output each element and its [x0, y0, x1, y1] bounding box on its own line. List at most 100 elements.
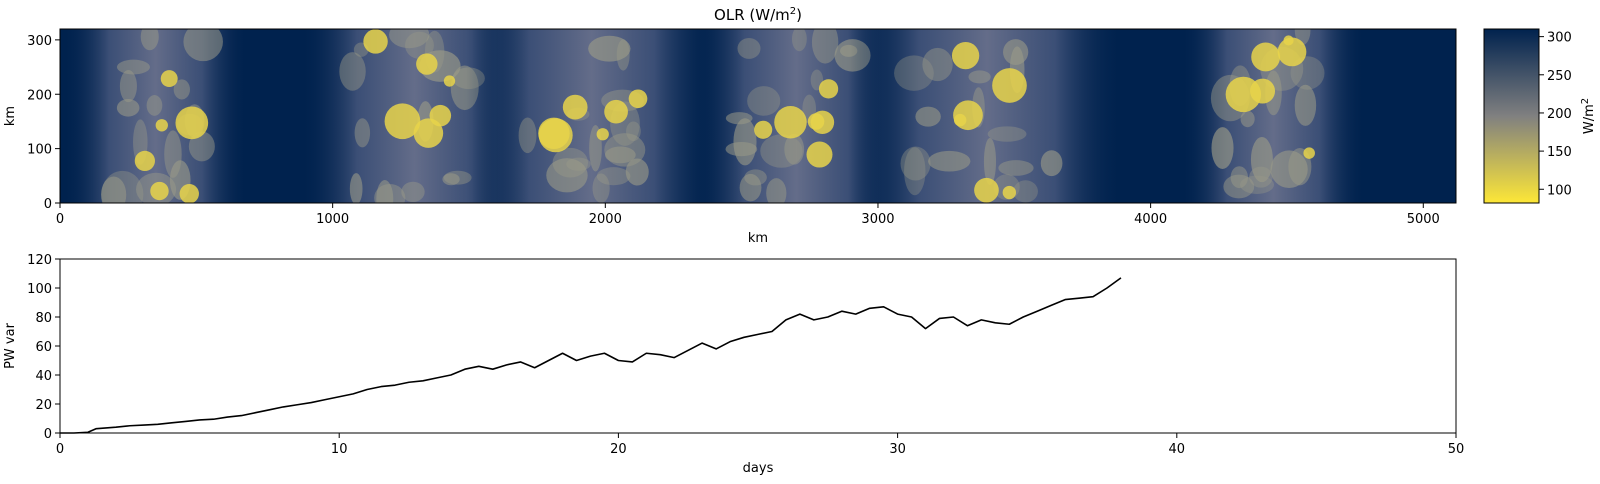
cloud-texture	[146, 95, 163, 116]
cloud-texture	[1294, 84, 1317, 126]
pw-var-series-line	[60, 277, 1122, 434]
heatmap-title-main: OLR (W/m	[714, 6, 790, 24]
cloud-texture	[101, 176, 127, 203]
cloud-texture	[188, 131, 215, 162]
cloud-texture	[1250, 136, 1273, 183]
y-tick-label: 40	[35, 369, 52, 384]
y-tick-label: 0	[44, 197, 52, 212]
cloud-texture	[1211, 127, 1234, 169]
convective-band	[466, 29, 718, 203]
colorbar: 100 150 200 250 300 W/m2	[1483, 28, 1597, 204]
y-tick-label: 120	[27, 253, 52, 268]
cloud-texture	[894, 55, 934, 91]
y-tick-label: 300	[27, 34, 52, 49]
deep-convection-cell	[974, 177, 999, 203]
deep-convection-cell	[160, 70, 178, 88]
y-tick-label: 80	[35, 311, 52, 326]
deep-convection-cell	[538, 118, 573, 153]
y-tick-label: 200	[27, 88, 52, 103]
cloud-texture	[1270, 150, 1308, 189]
colorbar-tick-label: 200	[1547, 107, 1572, 122]
cloud-texture	[116, 59, 150, 75]
cloud-texture	[922, 47, 953, 82]
colorbar-label: W/m2	[1580, 98, 1597, 134]
heatmap-title-suffix: )	[796, 6, 802, 24]
deep-convection-cell	[384, 103, 421, 140]
x-tick-label: 20	[610, 442, 627, 457]
x-tick-label: 0	[56, 442, 64, 457]
colorbar-tick-label: 250	[1547, 69, 1572, 84]
deep-convection-cell	[416, 53, 438, 75]
cloud-texture	[349, 173, 363, 203]
cloud-texture	[747, 86, 781, 116]
cloud-texture	[592, 173, 610, 203]
convective-band	[62, 29, 249, 203]
line-y-ticks: 0 20 40 60 80 100 120	[27, 253, 60, 442]
cloud-texture	[116, 99, 140, 117]
cloud-texture	[604, 146, 636, 164]
heatmap-field	[60, 29, 1456, 203]
deep-convection-cell	[953, 100, 983, 131]
cloud-texture	[791, 29, 807, 52]
cloud-texture	[998, 160, 1034, 176]
heatmap-frame	[59, 28, 1457, 204]
cloud-texture	[518, 117, 537, 154]
deep-convection-cell	[363, 29, 388, 54]
cloud-texture	[376, 180, 394, 203]
deep-convection-cell	[1002, 185, 1017, 200]
cloud-texture	[725, 112, 753, 125]
cloud-texture	[739, 173, 762, 202]
x-tick-label: 0	[56, 212, 64, 227]
cloud-texture	[987, 126, 1027, 142]
cloud-texture	[596, 167, 631, 186]
cloud-texture	[354, 118, 371, 148]
colorbar-label-sup: 2	[1580, 98, 1591, 104]
olr-heatmap-panel: OLR (W/m2) 0 1000 2000 3000 4000 5000 0 100 200…	[3, 6, 1457, 246]
deep-convection-cell	[155, 119, 168, 132]
cloud-texture	[760, 134, 803, 168]
cloud-texture	[737, 37, 761, 59]
colorbar-tick-label: 150	[1547, 145, 1572, 160]
cloud-texture	[1040, 150, 1063, 177]
cloud-texture	[983, 137, 997, 186]
deep-convection-cell	[429, 104, 452, 127]
deep-convection-cell	[1283, 35, 1294, 46]
x-tick-label: 3000	[861, 212, 894, 227]
deep-convection-cell	[807, 113, 825, 130]
cloud-texture	[389, 29, 430, 49]
x-tick-label: 5000	[1407, 212, 1440, 227]
cloud-texture	[405, 31, 434, 59]
colorbar-label-main: W/m	[1582, 104, 1597, 134]
cloud-texture	[725, 141, 758, 157]
deep-convection-cell	[179, 184, 199, 203]
cloud-texture	[625, 158, 649, 186]
cloud-texture	[744, 169, 767, 186]
cloud-texture	[915, 106, 941, 127]
cloud-texture	[766, 178, 787, 203]
line-x-label: days	[743, 461, 774, 476]
cloud-texture	[626, 121, 641, 142]
x-tick-label: 2000	[589, 212, 622, 227]
y-tick-label: 0	[44, 427, 52, 442]
heatmap-x-ticks: 0 1000 2000 3000 4000 5000	[56, 203, 1440, 227]
cloud-texture	[546, 158, 588, 193]
deep-convection-cell	[134, 150, 155, 172]
cloud-texture	[1249, 166, 1273, 188]
y-tick-label: 20	[35, 398, 52, 413]
cloud-texture	[928, 150, 971, 172]
deep-convection-cell	[413, 118, 444, 148]
deep-convection-cell	[1251, 42, 1281, 72]
colorbar-gradient	[1483, 28, 1540, 204]
cloud-texture	[733, 118, 757, 166]
y-tick-label: 100	[27, 143, 52, 158]
deep-convection-cell	[818, 79, 839, 99]
deep-convection-cell	[1303, 147, 1315, 159]
colorbar-tick-label: 300	[1547, 31, 1572, 46]
heatmap-x-label: km	[748, 231, 768, 246]
cloud-texture	[339, 52, 366, 91]
cloud-texture	[140, 29, 159, 51]
cloud-texture	[1003, 39, 1029, 65]
deep-convection-cell	[774, 105, 807, 139]
deep-convection-cell	[596, 128, 609, 141]
